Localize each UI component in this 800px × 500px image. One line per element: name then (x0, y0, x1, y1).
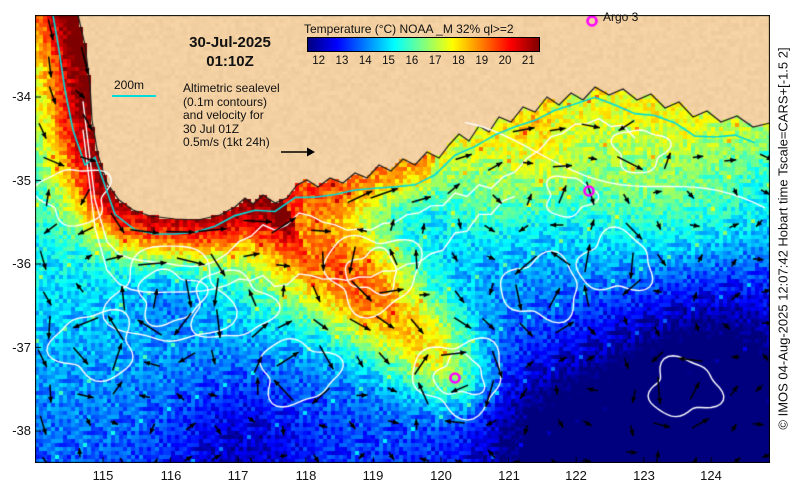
lat-tick-label: -34 (12, 89, 31, 104)
velocity-scale-arrow-icon (281, 147, 315, 157)
legend-line: and velocity for (183, 108, 264, 123)
date-line: 30-Jul-2025 (189, 34, 271, 51)
colorbar-tick: 14 (358, 55, 372, 67)
colorbar-tick: 17 (428, 55, 442, 67)
isobath-200m-line-sample (112, 95, 156, 97)
lat-tick-label: -35 (12, 173, 31, 188)
lat-tick-label: -38 (12, 423, 31, 438)
map-canvas (35, 15, 770, 463)
legend-line: 0.5m/s (1kt 24h) (183, 135, 270, 150)
lon-tick-label: 115 (92, 468, 114, 483)
argo-float-label: Argo 3 (603, 10, 639, 24)
colorbar-tick: 13 (335, 55, 349, 67)
isobath-200m-label: 200m (114, 78, 145, 92)
lon-tick-label: 119 (362, 468, 384, 483)
lon-tick-label: 122 (565, 468, 587, 483)
lon-tick-label: 123 (633, 468, 655, 483)
lon-tick-label: 117 (227, 468, 249, 483)
colorbar-tick-labels: 12 13 14 15 16 17 18 19 20 21 (307, 55, 540, 67)
colorbar-tick: 20 (498, 55, 512, 67)
copyright-credit: © IMOS 04-Aug-2025 12:07:42 Hobart time … (775, 47, 791, 430)
time-line: 01:10Z (206, 53, 254, 70)
colorbar-tick: 16 (405, 55, 419, 67)
altimetry-legend: Altimetric sealevel (0.1m contours) and … (183, 81, 280, 150)
lat-tick-label: -37 (12, 340, 31, 355)
colorbar-tick: 15 (382, 55, 395, 67)
map-date: 30-Jul-2025 01:10Z (168, 33, 292, 71)
legend-line: 30 Jul 01Z (183, 121, 240, 136)
colorbar-title: Temperature (°C) NOAA _M 32% ql>=2 (304, 22, 514, 36)
lon-tick-label: 118 (295, 468, 317, 483)
lon-tick-label: 121 (498, 468, 520, 483)
colorbar-tick: 18 (452, 55, 465, 67)
legend-line: (0.1m contours) (183, 94, 268, 109)
colorbar (307, 37, 540, 52)
colorbar-tick: 12 (312, 55, 326, 67)
lon-tick-label: 116 (160, 468, 182, 483)
lat-tick-label: -36 (12, 256, 31, 271)
legend-line: Altimetric sealevel (183, 81, 280, 95)
lon-tick-label: 124 (700, 468, 722, 483)
lon-tick-label: 120 (430, 468, 452, 483)
colorbar-tick: 19 (475, 55, 489, 67)
colorbar-tick: 21 (521, 55, 535, 67)
